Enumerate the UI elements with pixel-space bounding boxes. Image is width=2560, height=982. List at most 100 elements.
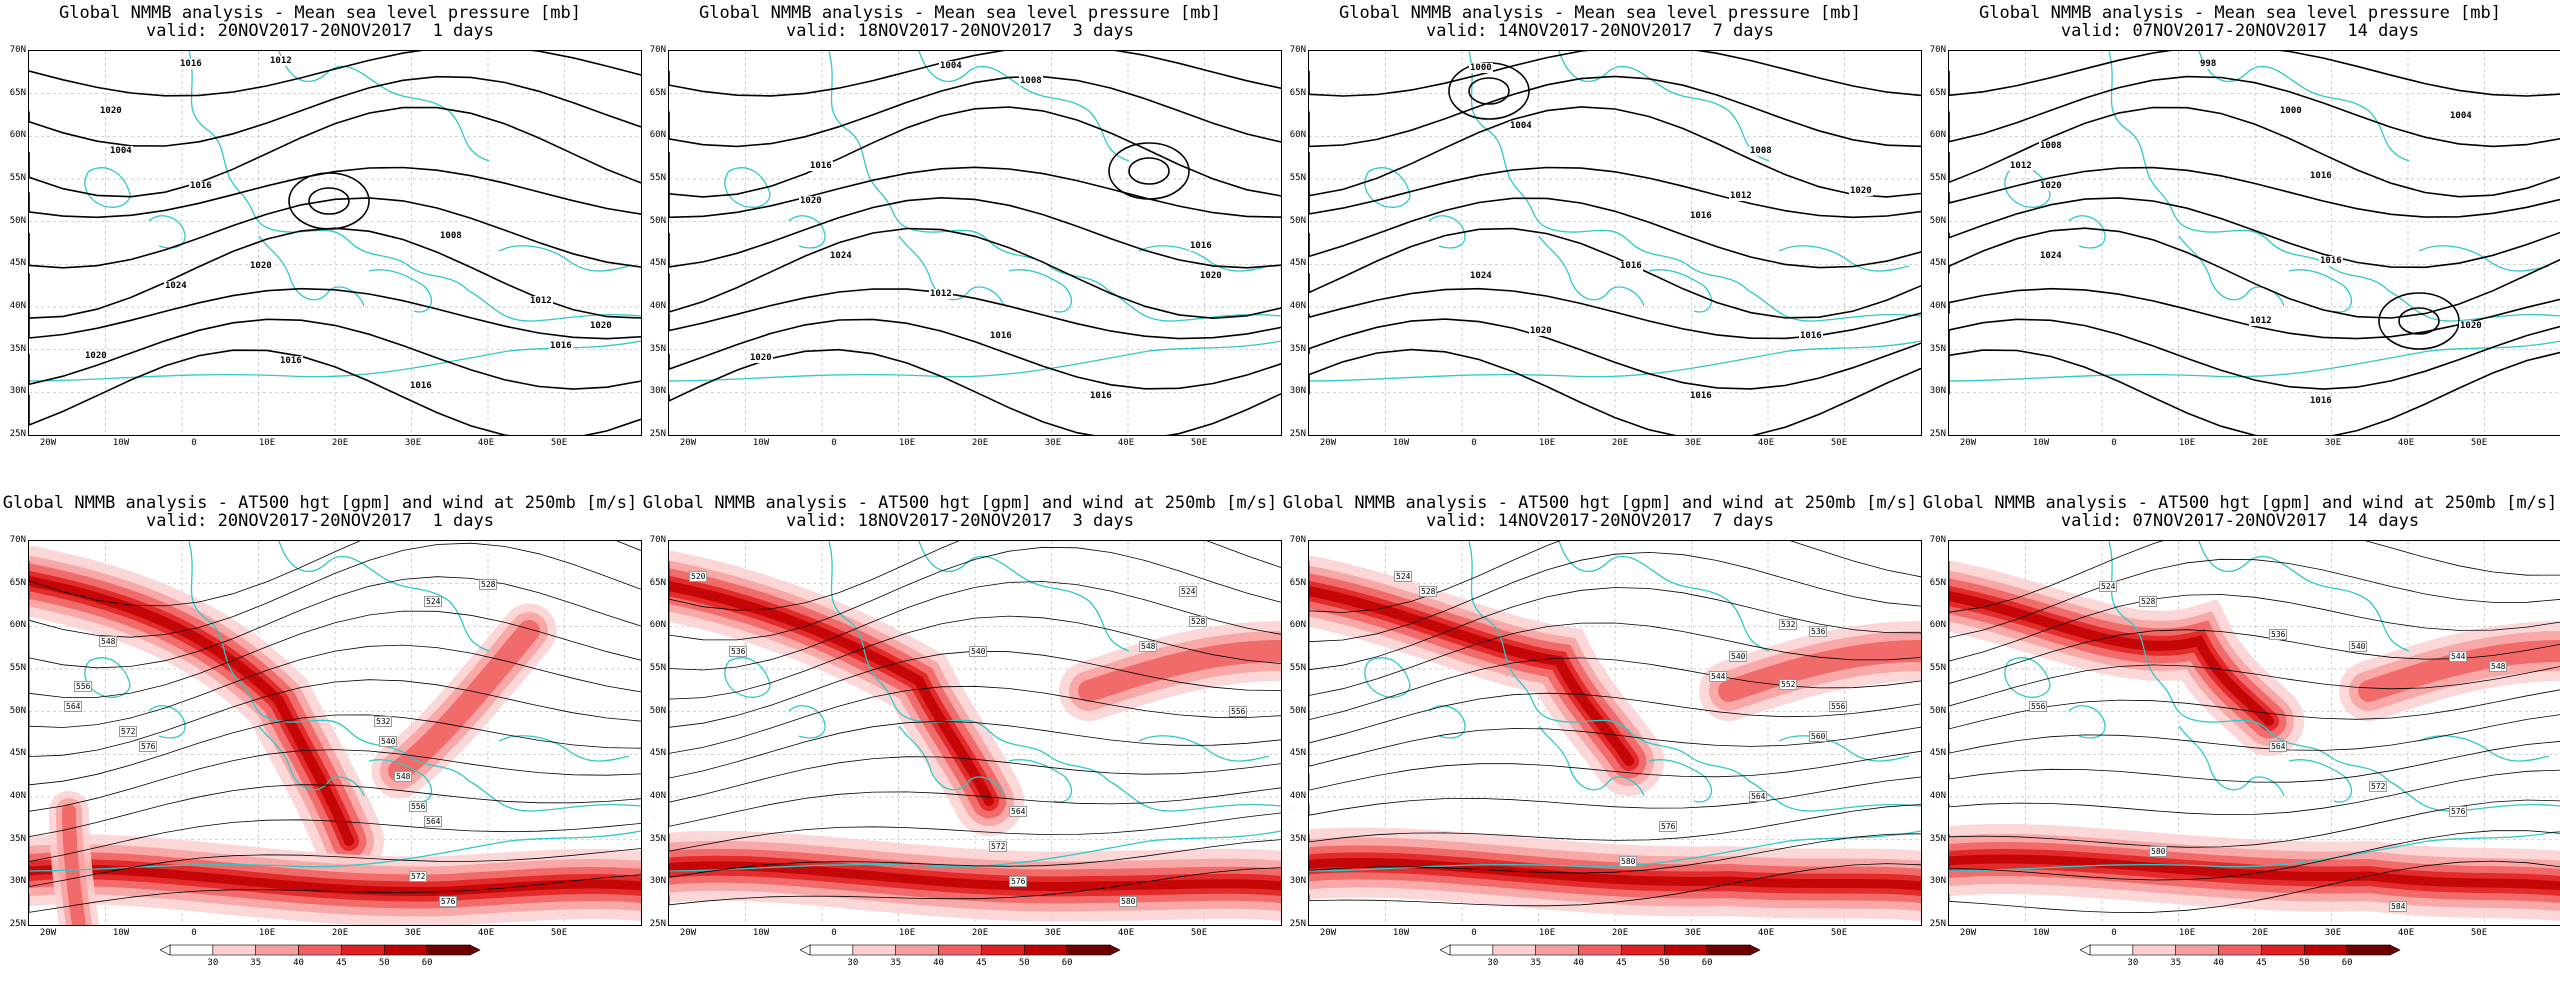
panel-valid-period: valid: 18NOV2017-20NOV2017 3 days <box>786 21 1134 41</box>
coastline <box>898 235 1005 307</box>
coastline <box>898 725 1005 797</box>
colorbar-swatch <box>169 944 214 956</box>
contour-label: 1020 <box>249 261 273 271</box>
colorbar-arrow-right <box>1749 944 1761 956</box>
coastline <box>368 759 433 803</box>
panel-valid-period: valid: 20NOV2017-20NOV2017 1 days <box>146 511 494 531</box>
lon-tick-label: 0 <box>2111 928 2117 938</box>
coastline <box>148 215 186 249</box>
lat-tick-label: 45N <box>9 258 26 269</box>
lon-tick-label: 20E <box>331 928 349 938</box>
colorbar-swatch <box>298 944 342 956</box>
lon-tick-label: 0 <box>1471 928 1477 938</box>
lat-tick-label: 25N <box>1289 919 1306 929</box>
colorbar-swatch <box>1663 944 1708 956</box>
lat-tick-label: 45N <box>649 748 666 759</box>
contour-label: 1020 <box>1849 186 1873 196</box>
lon-tick-label: 30E <box>404 438 422 448</box>
lat-tick-label: 30N <box>649 386 666 397</box>
contour-label: 576 <box>2449 806 2468 817</box>
isoline <box>29 848 641 888</box>
coastlines <box>29 541 641 872</box>
lon-tick-label: 0 <box>2111 438 2117 448</box>
lon-tick-label: 10W <box>112 928 130 938</box>
lon-tick-label: 30E <box>1684 438 1702 448</box>
lon-tick-label: 30E <box>1044 438 1062 448</box>
isoline <box>669 166 1281 219</box>
colorbar-swatch <box>1535 944 1579 956</box>
isoline <box>1309 106 1921 198</box>
lat-tick-label: 30N <box>1929 876 1946 887</box>
lat-tick-label: 40N <box>9 301 26 311</box>
coastline <box>1778 245 1910 272</box>
contour-label: 1004 <box>109 146 133 156</box>
coastline <box>1648 269 1713 313</box>
lon-tick-label: 10W <box>1392 928 1410 938</box>
lat-tick-label: 35N <box>1289 343 1306 354</box>
coastline <box>918 51 1130 162</box>
contour-label: 524 <box>1179 586 1198 597</box>
lat-tick-label: 70N <box>1289 45 1306 55</box>
wind-shading <box>1309 556 1921 921</box>
lon-tick-label: 30E <box>1044 928 1062 938</box>
lat-tick-label: 55N <box>1289 663 1306 673</box>
closed-isobar <box>1128 157 1170 185</box>
lat-tick-label: 45N <box>1929 258 1946 269</box>
lon-tick-label: 30E <box>2324 438 2342 448</box>
lat-tick-label: 25N <box>1289 429 1306 439</box>
panel-title: Global NMMB analysis - Mean sea level pr… <box>699 3 1221 23</box>
isoline <box>29 784 641 838</box>
coastline <box>2004 167 2051 208</box>
contour-label: 1020 <box>99 106 123 116</box>
panel-title: Global NMMB analysis - AT500 hgt [gpm] a… <box>1282 493 1918 513</box>
isoline <box>1949 830 2560 881</box>
isoline <box>29 106 641 198</box>
lon-tick-label: 10W <box>2032 438 2050 448</box>
lon-tick-label: 20W <box>1959 438 1977 448</box>
isoline <box>669 288 1281 340</box>
coastline <box>669 830 1281 872</box>
lat-tick-label: 40N <box>649 791 666 801</box>
lat-tick-label: 30N <box>1289 876 1306 887</box>
lon-tick-label: 10E <box>898 928 916 938</box>
contour-label: 1020 <box>799 196 823 206</box>
contour-label: 576 <box>1009 876 1028 887</box>
panel-title: Global NMMB analysis - AT500 hgt [gpm] a… <box>2 493 638 513</box>
lat-tick-label: 65N <box>1929 87 1946 98</box>
colorbar-swatch <box>1621 944 1665 956</box>
isoline <box>29 227 641 319</box>
contour-label: 556 <box>74 681 93 692</box>
coastline <box>1008 759 1073 803</box>
lat-tick-label: 60N <box>649 620 666 631</box>
lon-tick-label: 40E <box>477 438 495 448</box>
contour-label: 1004 <box>939 61 963 71</box>
contour-label: 576 <box>1659 821 1678 832</box>
lon-tick-label: 20E <box>971 928 989 938</box>
jet-core <box>29 576 354 846</box>
coastline <box>1538 235 1645 307</box>
contour-label: 1016 <box>1799 331 1823 341</box>
lat-tick-label: 55N <box>1929 663 1946 673</box>
contour-label: 572 <box>409 871 428 882</box>
lon-tick-label: 0 <box>831 928 837 938</box>
isoline <box>1309 750 1921 791</box>
lon-tick-label: 20E <box>2251 928 2269 938</box>
lat-tick-label: 55N <box>9 663 26 673</box>
isoline <box>1309 75 1921 148</box>
contour-label: 580 <box>2149 846 2168 857</box>
coastline <box>828 541 1281 812</box>
lon-tick-label: 10E <box>1538 438 1556 448</box>
lat-tick-label: 35N <box>1929 343 1946 354</box>
contour-label: 532 <box>374 716 393 727</box>
lon-tick-label: 50E <box>1190 928 1208 938</box>
isoline <box>669 812 1281 852</box>
lat-tick-label: 40N <box>1289 301 1306 311</box>
isoline <box>669 196 1281 269</box>
coastline <box>148 705 186 739</box>
colorbar-swatch <box>2132 944 2177 956</box>
contour-label: 528 <box>1189 616 1208 627</box>
isoline <box>1949 664 2560 707</box>
contour-label: 524 <box>2099 581 2118 592</box>
lat-tick-label: 60N <box>1929 620 1946 631</box>
contour-label: 536 <box>1809 626 1828 637</box>
